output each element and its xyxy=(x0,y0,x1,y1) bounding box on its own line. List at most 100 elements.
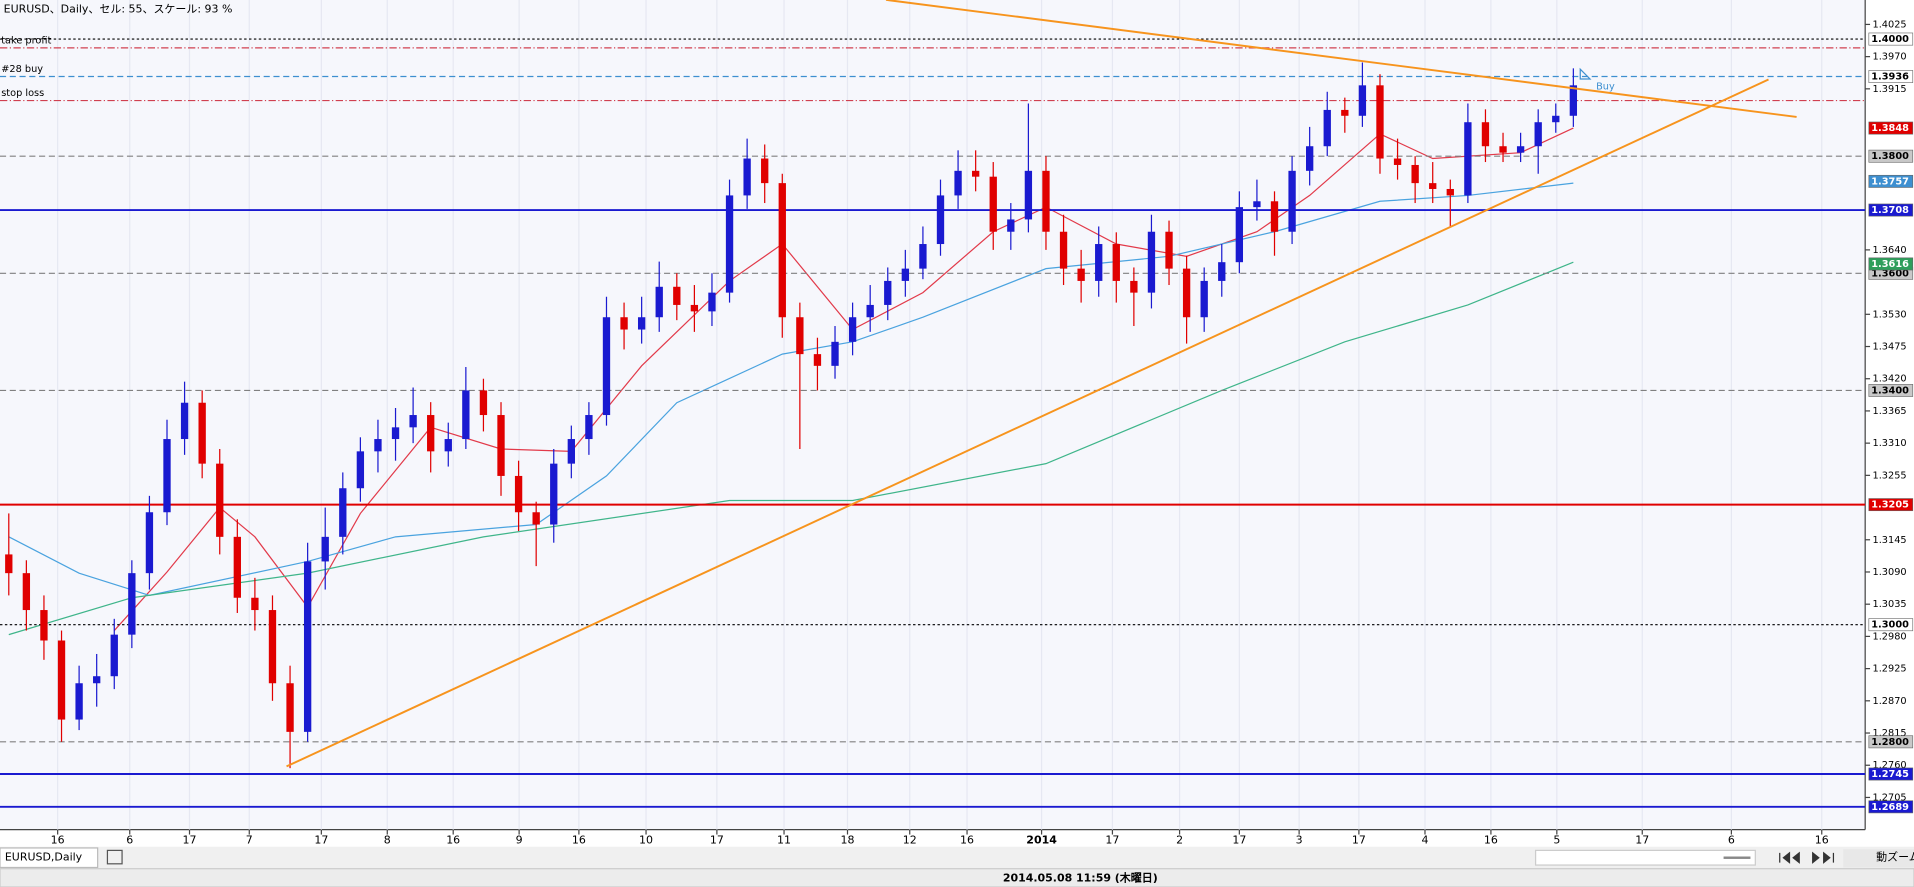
candle-body xyxy=(374,439,382,452)
candle-body xyxy=(708,292,716,312)
candle-body xyxy=(1130,280,1138,293)
candle-body xyxy=(1077,268,1085,281)
candle-body xyxy=(1235,207,1244,263)
x-tick-label: 10 xyxy=(639,834,653,847)
price-tag xyxy=(1868,384,1914,397)
candle-body xyxy=(93,676,101,684)
chart-tab-label[interactable]: EURUSD,Daily xyxy=(5,851,83,864)
candle-body xyxy=(1270,201,1279,232)
price-tag-label: 1.3400 xyxy=(1871,385,1909,396)
x-tick-label: 18 xyxy=(841,834,855,847)
candle-body xyxy=(673,286,681,305)
y-tick-label: 1.3365 xyxy=(1872,406,1906,417)
price-tag-label: 1.2800 xyxy=(1871,737,1909,748)
candle-body xyxy=(778,183,786,318)
candle-body xyxy=(1182,268,1191,318)
candle-body xyxy=(1341,109,1349,116)
candle-body xyxy=(1165,231,1173,269)
candle-body xyxy=(831,341,839,366)
y-tick-label: 1.3420 xyxy=(1872,374,1906,385)
candle-body xyxy=(813,354,822,366)
tab-bar xyxy=(0,846,1914,869)
zoom-label[interactable]: 動ズーム xyxy=(1876,850,1914,864)
candle-body xyxy=(1429,183,1437,189)
candle-body xyxy=(602,317,611,416)
candle-body xyxy=(356,451,365,489)
y-tick-label: 1.3640 xyxy=(1872,245,1906,256)
candle-body xyxy=(57,640,66,720)
y-tick-label: 1.2815 xyxy=(1872,728,1906,739)
candle-body xyxy=(620,317,628,330)
y-tick-label: 1.2870 xyxy=(1872,696,1906,707)
price-tag-label: 1.3000 xyxy=(1871,620,1909,631)
candle-body xyxy=(497,415,505,476)
candle-body xyxy=(1499,146,1507,153)
candle-body xyxy=(1534,122,1542,147)
candle-body xyxy=(1516,146,1525,153)
x-tick-label: 9 xyxy=(516,834,523,847)
x-tick-label: 11 xyxy=(777,834,791,847)
scroll-thumb[interactable] xyxy=(1723,856,1751,859)
price-tag-label: 1.4000 xyxy=(1871,34,1909,45)
candle-body xyxy=(251,597,259,611)
chart-header: EURUSD、Daily、セル: 55、スケール: 93 % xyxy=(4,3,233,16)
candle-body xyxy=(796,317,804,355)
candle-body xyxy=(391,427,400,440)
plot-area xyxy=(0,0,1865,830)
candle-body xyxy=(901,268,910,281)
candle-body xyxy=(1253,201,1261,208)
x-tick-label: 3 xyxy=(1296,834,1303,847)
price-tag xyxy=(1868,800,1914,814)
x-tick-label: 17 xyxy=(1352,834,1366,847)
candle-body xyxy=(479,390,488,416)
order-label: Buy xyxy=(1596,81,1615,92)
zoom-button[interactable] xyxy=(1843,849,1914,868)
candle-body xyxy=(1306,146,1314,171)
price-tag xyxy=(1868,203,1914,217)
chart-tab[interactable] xyxy=(0,847,99,869)
level-text: take profit xyxy=(1,36,51,47)
candle-body xyxy=(409,415,417,428)
candle-body xyxy=(1464,122,1472,196)
moving-average xyxy=(8,182,1574,597)
candle-body xyxy=(303,561,312,732)
x-tick-label: 17 xyxy=(710,834,724,847)
price-tag-label: 1.3936 xyxy=(1871,72,1909,83)
x-tick-label: 16 xyxy=(960,834,974,847)
level-text: stop loss xyxy=(1,88,44,99)
y-tick-label: 1.3915 xyxy=(1872,84,1906,95)
x-tick-label: 16 xyxy=(1815,834,1829,847)
candle-body xyxy=(1446,188,1454,196)
price-tag-label: 1.2745 xyxy=(1871,769,1909,780)
candle-body xyxy=(198,402,206,464)
candle-body xyxy=(919,244,927,269)
candle-body xyxy=(22,573,31,611)
level-text: #28 buy xyxy=(1,64,43,75)
x-tick-label: 16 xyxy=(1484,834,1498,847)
candle-body xyxy=(761,158,769,184)
nav-buttons[interactable] xyxy=(1779,851,1835,864)
candle-body xyxy=(75,683,83,720)
candle-body xyxy=(1007,219,1015,232)
price-tag xyxy=(1868,32,1914,46)
x-tick-label: 6 xyxy=(126,834,133,847)
candle-body xyxy=(585,415,593,440)
candle-body xyxy=(1411,164,1419,184)
trend-line xyxy=(286,78,1769,768)
candle-body xyxy=(1358,85,1367,116)
candle-body xyxy=(884,280,892,305)
candle-body xyxy=(655,286,663,318)
candle-body xyxy=(1147,231,1156,293)
candle-body xyxy=(1569,85,1578,116)
candle-body xyxy=(954,170,962,196)
candle-body xyxy=(550,463,558,525)
candle-body xyxy=(637,317,646,330)
candle-body xyxy=(1024,170,1033,220)
candle-body xyxy=(268,610,277,684)
x-tick-label: 17 xyxy=(314,834,328,847)
scrollbar[interactable] xyxy=(1534,849,1756,866)
candle-body xyxy=(40,610,48,641)
candle-body xyxy=(216,463,224,537)
window-icon[interactable] xyxy=(106,849,123,865)
x-tick-label: 17 xyxy=(1635,834,1649,847)
